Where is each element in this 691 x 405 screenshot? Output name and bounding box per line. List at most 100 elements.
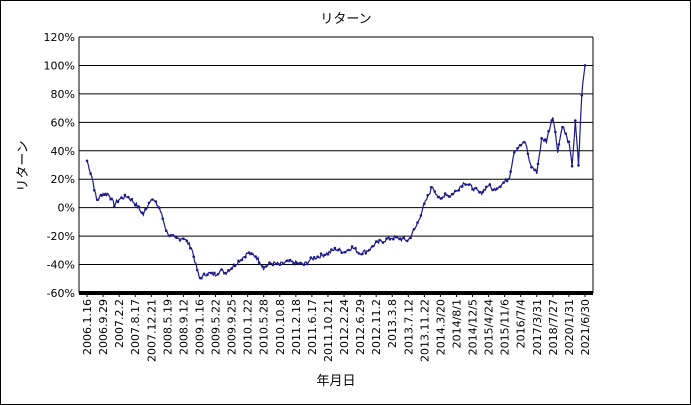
- data-point: [374, 240, 378, 243]
- data-point: [209, 271, 213, 275]
- data-point: [275, 262, 278, 266]
- data-point: [158, 206, 161, 209]
- x-tick-label: 2007.12.21: [145, 299, 158, 362]
- x-tick-label: 2013.11.22: [418, 299, 431, 362]
- data-point: [516, 147, 519, 150]
- data-point: [513, 151, 516, 154]
- data-point: [127, 195, 130, 199]
- x-tick-label: 2010.5.28: [258, 299, 271, 355]
- data-point: [381, 241, 385, 244]
- data-point: [364, 251, 368, 255]
- data-point: [385, 237, 388, 240]
- x-tick-label: 2015/11/6: [499, 299, 512, 355]
- data-point: [580, 94, 584, 97]
- x-tick-label: 2013.7.12: [402, 299, 415, 355]
- data-point: [530, 165, 533, 169]
- data-point: [168, 234, 171, 238]
- x-tick-label: 2010.10.8: [274, 299, 287, 355]
- data-point: [488, 183, 492, 186]
- data-point: [206, 273, 209, 276]
- data-point: [154, 200, 158, 203]
- x-tick-label: 2011.6.17: [306, 299, 319, 355]
- data-point: [102, 193, 106, 197]
- data-point: [378, 238, 381, 242]
- data-point: [536, 162, 540, 166]
- data-point: [216, 272, 220, 276]
- x-tick-label: 2011.2.18: [290, 299, 303, 355]
- data-point: [247, 251, 251, 254]
- data-point: [340, 251, 344, 254]
- data-point: [316, 255, 319, 258]
- x-tick-label: 2014/8/1: [450, 299, 463, 348]
- x-tick-label: 2012.6.29: [354, 299, 367, 355]
- plot-area: -60% -40% -20% 0% 20% 40% 60% 80% 100% 120% 2006.1…: [44, 31, 594, 362]
- data-point: [278, 263, 282, 267]
- data-point: [523, 140, 526, 144]
- data-point: [271, 263, 275, 267]
- data-point: [412, 227, 416, 231]
- data-point: [464, 183, 467, 186]
- data-point: [577, 164, 580, 167]
- y-tick-label: 40%: [51, 145, 75, 158]
- data-point: [144, 207, 147, 211]
- data-point: [543, 138, 547, 141]
- y-tick-label: -40%: [47, 259, 75, 272]
- x-tick-label: 2007.8.17: [129, 299, 142, 355]
- data-point: [227, 269, 230, 272]
- data-point: [443, 192, 447, 195]
- data-point: [347, 248, 350, 252]
- x-tick-label: 2014/12/5: [467, 299, 480, 355]
- data-point: [133, 203, 137, 207]
- data-point: [371, 245, 375, 248]
- data-point: [137, 205, 140, 208]
- data-point: [388, 238, 392, 241]
- data-point: [357, 252, 361, 255]
- data-point: [288, 258, 292, 262]
- x-tick-label: 2009.1.16: [193, 299, 206, 355]
- data-point: [564, 132, 567, 135]
- data-point: [185, 239, 189, 243]
- data-point: [319, 252, 323, 255]
- data-point: [299, 261, 302, 265]
- data-point: [116, 200, 120, 204]
- data-point: [429, 186, 433, 189]
- x-tick-label: 2011.10.21: [322, 299, 335, 362]
- data-point: [113, 205, 116, 208]
- data-point: [250, 252, 254, 256]
- data-point: [312, 255, 316, 259]
- data-point: [561, 125, 564, 129]
- data-point: [583, 64, 587, 67]
- data-point: [554, 130, 557, 134]
- data-point: [93, 189, 96, 192]
- data-point: [574, 119, 577, 122]
- data-point: [343, 250, 347, 254]
- data-point: [151, 198, 154, 201]
- data-point: [106, 192, 109, 196]
- x-tick-label: 2018/7/27: [547, 299, 560, 355]
- x-tick-label: 2009.5.22: [210, 299, 223, 355]
- data-point: [85, 159, 89, 163]
- x-tick-label: 2016/7/4: [515, 299, 528, 348]
- data-point: [195, 268, 199, 272]
- data-point: [337, 248, 340, 252]
- data-point: [323, 253, 326, 257]
- data-point: [457, 189, 461, 192]
- data-point: [547, 129, 550, 133]
- data-point: [570, 164, 574, 168]
- y-tick-label: 100%: [44, 59, 75, 72]
- data-point: [433, 190, 437, 193]
- data-point: [409, 236, 412, 240]
- chart-title: リターン: [320, 12, 371, 27]
- data-point: [89, 172, 92, 175]
- data-point: [120, 196, 123, 199]
- data-point: [519, 144, 522, 147]
- data-point: [202, 272, 206, 276]
- data-point: [123, 193, 127, 197]
- x-tick-label: 2017/3/31: [531, 299, 544, 355]
- data-point: [436, 195, 440, 199]
- data-point: [223, 271, 227, 275]
- y-tick-label: -60%: [47, 287, 75, 300]
- data-point: [257, 261, 261, 265]
- data-point: [182, 237, 185, 240]
- data-point: [368, 248, 371, 252]
